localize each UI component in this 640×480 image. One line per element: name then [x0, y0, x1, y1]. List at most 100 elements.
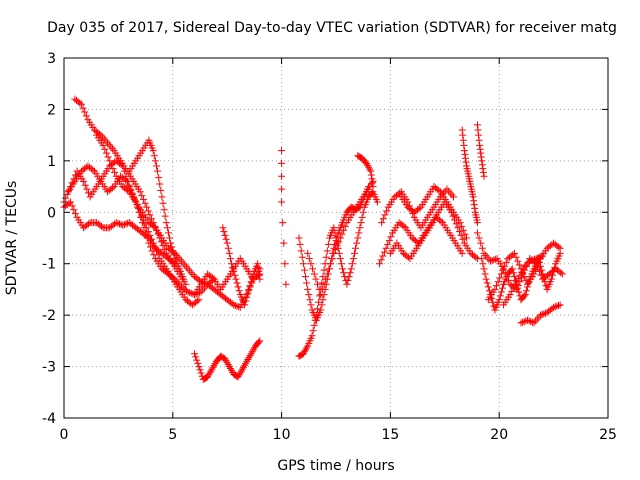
- data-point-plus: [336, 255, 344, 263]
- data-point-plus: [233, 279, 241, 287]
- data-point-plus: [81, 108, 89, 116]
- data-point-plus: [255, 338, 263, 346]
- x-tick-label: 15: [381, 427, 399, 443]
- series-s11: [295, 188, 381, 360]
- data-point-plus: [531, 255, 539, 263]
- data-point-plus: [196, 366, 204, 374]
- series-s10: [278, 147, 290, 288]
- data-point-plus: [553, 302, 561, 310]
- data-point-plus: [535, 253, 543, 261]
- data-point-plus: [470, 197, 478, 205]
- data-point-plus: [378, 219, 386, 227]
- data-point-plus: [209, 274, 217, 282]
- data-point-plus: [149, 147, 157, 155]
- data-point-plus: [490, 256, 498, 264]
- data-point-plus: [504, 276, 512, 284]
- data-point-plus: [221, 231, 229, 239]
- data-point-plus: [139, 195, 147, 203]
- data-point-plus: [443, 185, 451, 193]
- data-point-plus: [556, 244, 564, 252]
- data-point-plus: [156, 180, 164, 188]
- data-point-plus: [247, 278, 255, 286]
- data-point-plus: [482, 251, 490, 259]
- data-point-plus: [537, 253, 545, 261]
- data-point-plus: [521, 291, 529, 299]
- data-point-plus: [473, 229, 481, 237]
- data-point-plus: [519, 318, 527, 326]
- data-point-plus: [508, 287, 516, 295]
- data-point-plus: [71, 210, 79, 218]
- data-point-plus: [146, 211, 154, 219]
- data-point-plus: [306, 296, 314, 304]
- data-point-plus: [295, 234, 303, 242]
- series-s07: [191, 255, 264, 299]
- data-point-plus: [477, 149, 485, 157]
- series-s24: [517, 301, 564, 327]
- data-point-plus: [522, 287, 530, 295]
- data-point-plus: [482, 275, 490, 283]
- data-point-plus: [387, 233, 395, 241]
- data-point-plus: [339, 265, 347, 273]
- data-point-plus: [508, 265, 516, 273]
- data-point-plus: [477, 153, 485, 161]
- data-point-plus: [513, 278, 521, 286]
- data-point-plus: [483, 279, 491, 287]
- data-point-plus: [540, 310, 548, 318]
- data-point-plus: [383, 207, 391, 215]
- data-point-plus: [409, 210, 417, 218]
- data-point-plus: [109, 165, 117, 173]
- data-point-plus: [138, 192, 146, 200]
- data-point-plus: [551, 303, 559, 311]
- data-point-plus: [356, 224, 364, 232]
- data-point-plus: [456, 219, 464, 227]
- data-point-plus: [161, 212, 169, 220]
- data-point-plus: [160, 206, 168, 214]
- data-point-plus: [472, 253, 480, 261]
- data-point-plus: [235, 287, 243, 295]
- data-point-plus: [193, 356, 201, 364]
- data-point-plus: [112, 219, 120, 227]
- data-point-plus: [327, 260, 335, 268]
- data-point-plus: [494, 278, 502, 286]
- data-point-plus: [415, 204, 423, 212]
- data-point-plus: [304, 285, 312, 293]
- data-point-plus: [150, 222, 158, 230]
- data-point-plus: [532, 255, 540, 263]
- data-point-plus: [530, 270, 538, 278]
- data-point-plus: [516, 271, 524, 279]
- data-point-plus: [79, 104, 87, 112]
- data-point-plus: [309, 327, 317, 335]
- data-point-plus: [158, 193, 166, 201]
- data-point-plus: [473, 121, 481, 129]
- data-point-plus: [369, 183, 377, 191]
- data-point-plus: [166, 234, 174, 242]
- data-point-plus: [527, 318, 535, 326]
- data-point-plus: [107, 161, 115, 169]
- data-point-plus: [506, 291, 514, 299]
- data-point-plus: [225, 249, 233, 257]
- data-point-plus: [460, 147, 468, 155]
- data-point-plus: [347, 265, 355, 273]
- data-point-plus: [320, 280, 328, 288]
- data-point-plus: [476, 141, 484, 149]
- data-point-plus: [340, 269, 348, 277]
- plot-frame: [63, 57, 609, 419]
- data-point-plus: [232, 275, 240, 283]
- data-point-plus: [532, 317, 540, 325]
- data-point-plus: [520, 318, 528, 326]
- data-point-plus: [485, 287, 493, 295]
- data-point-plus: [407, 206, 415, 214]
- data-point-plus: [243, 293, 251, 301]
- data-point-plus: [77, 100, 85, 108]
- data-point-plus: [458, 222, 466, 230]
- series-s09: [191, 337, 264, 383]
- data-point-plus: [455, 228, 463, 236]
- data-point-plus: [475, 234, 483, 242]
- data-point-plus: [186, 289, 194, 297]
- data-point-plus: [498, 284, 506, 292]
- data-point-plus: [119, 221, 127, 229]
- data-point-plus: [181, 261, 189, 269]
- data-point-plus: [547, 275, 555, 283]
- data-point-plus: [281, 260, 289, 268]
- data-point-plus: [458, 126, 466, 134]
